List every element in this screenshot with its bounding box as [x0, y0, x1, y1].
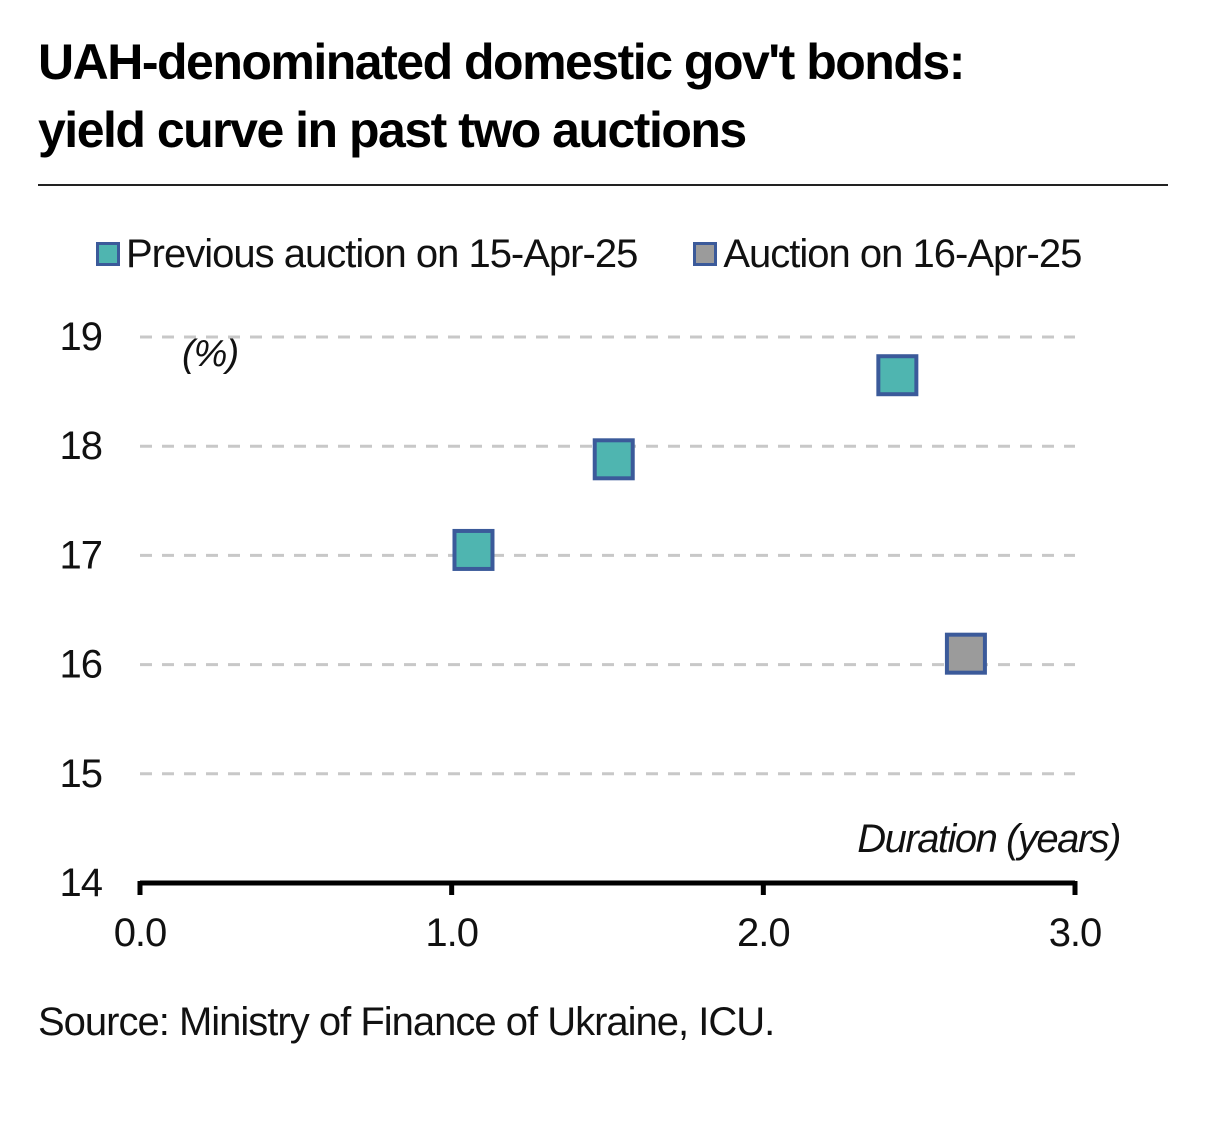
grid-lines: [140, 335, 1075, 776]
x-tick-label-2.0: 2.0: [737, 911, 790, 955]
x-tick-label-3.0: 3.0: [1049, 911, 1102, 955]
data-point-series-1-1: [452, 528, 495, 571]
data-point-series-1-2: [592, 438, 635, 481]
data-point-series-2-1: [944, 632, 987, 675]
chart-title-line-2: yield curve in past two auctions: [38, 102, 747, 158]
data-point-series-1-3: [876, 354, 919, 397]
source-note: Source: Ministry of Finance of Ukraine, …: [38, 1000, 775, 1044]
chart-title-line-1: UAH-denominated domestic gov't bonds:: [38, 34, 965, 90]
legend-item-current-auction: Auction on 16-Apr-25: [693, 231, 1082, 277]
data-points: [452, 354, 987, 675]
y-axis-label: (%): [182, 333, 238, 375]
x-tick-labels: 0.0 1.0 2.0 3.0: [114, 911, 1103, 955]
y-tick-labels: 14 15 16 17 18 19: [60, 315, 104, 905]
y-tick-label-19: 19: [60, 315, 103, 359]
legend-swatch-previous-auction: [96, 242, 120, 266]
chart-legend: Previous auction on 15-Apr-25 Auction on…: [96, 228, 1137, 280]
y-tick-label-17: 17: [60, 533, 103, 577]
x-axis-label: Duration (years): [857, 817, 1120, 861]
x-tick-label-0.0: 0.0: [114, 911, 167, 955]
y-tick-label-18: 18: [60, 424, 103, 468]
x-axis: [137, 880, 1078, 895]
x-tick-label-1.0: 1.0: [425, 911, 478, 955]
title-divider: [38, 184, 1168, 186]
chart-title: UAH-denominated domestic gov't bonds: yi…: [38, 28, 1168, 164]
y-tick-label-16: 16: [60, 643, 103, 687]
y-tick-label-15: 15: [60, 752, 103, 796]
chart-area: 14 15 16 17 18 19 0.0 1.0 2.0 3.0 (%) Duration (…: [60, 315, 1122, 955]
legend-label-previous-auction: Previous auction on 15-Apr-25: [126, 231, 638, 276]
legend-item-previous-auction: Previous auction on 15-Apr-25: [96, 231, 638, 277]
legend-label-current-auction: Auction on 16-Apr-25: [723, 231, 1082, 276]
y-tick-label-14: 14: [60, 861, 103, 905]
legend-swatch-current-auction: [693, 242, 718, 266]
scatter-chart: 14 15 16 17 18 19 0.0 1.0 2.0 3.0 (%) Duration (…: [60, 315, 1122, 955]
